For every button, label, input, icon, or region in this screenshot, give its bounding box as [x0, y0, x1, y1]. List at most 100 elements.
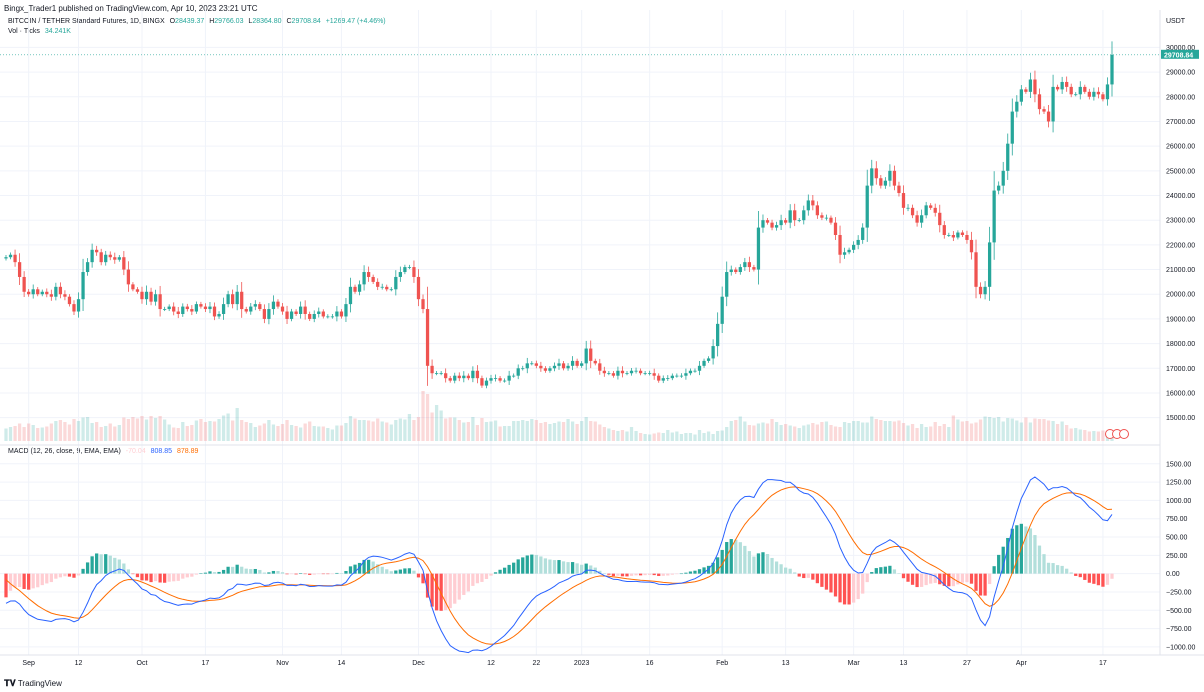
macd-histogram-bar — [416, 573, 421, 578]
last-price-tag: 29708.84 — [1161, 49, 1199, 59]
volume-bar — [960, 421, 965, 441]
volume-bar — [815, 424, 820, 441]
candle-body — [280, 306, 285, 312]
candle-body — [371, 276, 375, 282]
volume-bar — [833, 426, 838, 441]
volume-bar — [172, 427, 176, 441]
candle-body — [688, 370, 693, 374]
time-tick-label: Sep — [22, 660, 35, 667]
volume-bar — [820, 422, 824, 441]
macd-histogram-bar — [629, 573, 634, 576]
macd-histogram-bar — [63, 573, 67, 577]
candle-body — [670, 375, 674, 379]
candle-body — [276, 301, 280, 307]
macd-histogram-bar — [924, 573, 928, 586]
macd-histogram-bar — [661, 573, 665, 576]
time-tick-label: Oct — [137, 660, 148, 667]
volume-bar — [385, 422, 389, 441]
candle-body — [1055, 86, 1060, 90]
volume-bar — [888, 421, 892, 441]
candle-body — [67, 296, 72, 305]
candle-body — [502, 380, 507, 382]
macd-histogram-bar — [942, 573, 946, 586]
candle-body — [244, 309, 248, 312]
volume-bar — [1096, 431, 1101, 441]
candle-body — [430, 365, 434, 374]
volume-bar — [992, 418, 996, 441]
candle-body — [22, 276, 26, 292]
candle-body — [267, 309, 271, 319]
candle-body — [212, 306, 217, 317]
volume-bar — [598, 424, 602, 441]
macd-histogram-bar — [688, 571, 693, 574]
candle-body — [888, 170, 892, 181]
macd-histogram-bar — [249, 569, 253, 574]
volume-bar — [312, 426, 316, 441]
close-label: C — [286, 18, 292, 25]
macd-histogram-bar — [561, 561, 566, 574]
macd-histogram-bar — [1033, 535, 1037, 574]
volume-bar — [530, 419, 534, 441]
time-tick-label: 2023 — [574, 660, 590, 667]
price-tick-label: 24000.00 — [1166, 193, 1195, 200]
volume-bar — [353, 418, 357, 441]
volume-bar — [965, 421, 969, 441]
volume-bar — [978, 419, 983, 441]
volume-bar — [512, 421, 516, 441]
macd-histogram-bar — [1096, 573, 1101, 586]
tradingview-logo[interactable]: 𝐓𝐕 TradingView — [4, 678, 62, 688]
candle-body — [439, 373, 443, 375]
macd-histogram-bar — [185, 573, 189, 578]
candle-body — [666, 378, 670, 379]
volume-bar — [176, 428, 180, 441]
volume-bar — [303, 423, 307, 441]
volume-bar — [376, 418, 380, 441]
candle-body — [466, 375, 470, 379]
price-tick-label: 17000.00 — [1166, 366, 1195, 373]
volume-bar — [27, 423, 31, 441]
volume-bar — [652, 433, 656, 441]
macd-histogram-bar — [117, 559, 121, 574]
macd-histogram-bar — [289, 573, 294, 575]
volume-bar — [17, 423, 22, 441]
candle-body — [181, 306, 185, 314]
macd-histogram-bar — [444, 573, 448, 611]
volume-bar — [811, 423, 815, 441]
volume-bar — [448, 417, 452, 441]
volume-bar — [525, 421, 529, 441]
macd-histogram-bar — [756, 553, 761, 574]
candle-body — [557, 363, 561, 366]
macd-histogram-bar — [407, 568, 412, 574]
macd-histogram-bar — [675, 573, 679, 575]
volume-bar — [1015, 420, 1019, 441]
candle-body — [158, 294, 162, 310]
candle-body — [172, 306, 176, 312]
macd-histogram-bar — [430, 573, 434, 607]
volume-bar — [851, 421, 856, 441]
candle-body — [285, 311, 289, 319]
macd-histogram-bar — [770, 557, 774, 574]
volume-bar — [344, 423, 348, 441]
volume-bar — [983, 416, 987, 441]
candle-body — [706, 358, 711, 361]
change-value: +1269.47 (+4.46%) — [325, 18, 386, 25]
candle-body — [1015, 101, 1019, 112]
candle-body — [661, 378, 665, 381]
macd-tick-label: 1500.00 — [1166, 461, 1191, 468]
macd-histogram-bar — [371, 561, 375, 574]
candle-body — [1087, 91, 1091, 97]
candle-body — [566, 365, 570, 369]
candle-body — [589, 348, 593, 361]
macd-histogram-bar — [1028, 528, 1033, 574]
volume-bar — [258, 425, 262, 441]
candle-body — [774, 225, 779, 228]
volume-bar — [163, 419, 167, 441]
candle-body — [126, 269, 131, 285]
volume-bar — [997, 417, 1001, 441]
candle-body — [321, 311, 325, 317]
candle-body — [856, 239, 860, 245]
macd-histogram-bar — [99, 554, 103, 574]
macd-histogram-bar — [344, 571, 348, 574]
volume-bar — [457, 420, 461, 441]
